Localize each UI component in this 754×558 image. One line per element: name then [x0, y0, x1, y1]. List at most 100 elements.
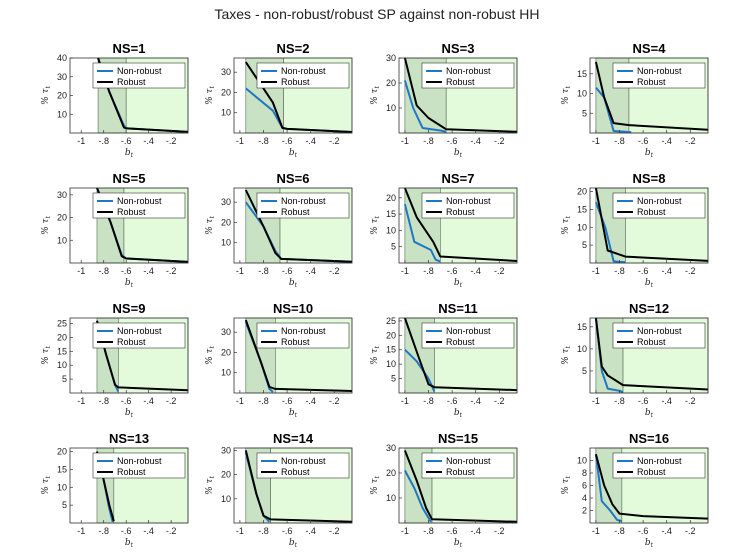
x-tick-label: -.4: [470, 526, 481, 536]
legend-box: [256, 322, 350, 349]
x-tick-label: -1: [236, 396, 244, 406]
x-axis-label: bt: [454, 538, 463, 549]
x-tick-label: -.8: [614, 266, 625, 276]
y-tick-label: 25: [57, 319, 67, 329]
y-tick-label: 10: [577, 456, 587, 466]
series-robust: [403, 450, 517, 523]
y-tick-label: 20: [57, 332, 67, 342]
y-axis-label: % τt: [41, 86, 52, 105]
legend-box: [612, 322, 706, 349]
series-robust: [594, 454, 708, 520]
x-tick-label: -1: [592, 396, 600, 406]
axes-box: [233, 317, 353, 394]
x-axis-label: bt: [289, 278, 298, 289]
y-tick-label: 15: [577, 322, 587, 332]
x-tick-label: -.8: [98, 526, 109, 536]
plot-lines: [403, 58, 517, 133]
legend-label: Non-robust: [637, 326, 682, 336]
x-tick-label: -.8: [423, 396, 434, 406]
x-tick-label: -.6: [447, 136, 458, 146]
y-axis-label: % τt: [370, 86, 381, 105]
x-tick-label: -.4: [661, 266, 672, 276]
y-axis-label: % τt: [561, 346, 572, 365]
y-tick-label: 15: [57, 464, 67, 474]
subplot-title: NS=4: [633, 41, 667, 56]
y-tick-label: 20: [221, 347, 231, 357]
legend-label: Robust: [637, 207, 666, 217]
y-tick-label: 5: [62, 500, 67, 510]
y-tick-label: 5: [582, 366, 587, 376]
legend-box: [256, 192, 350, 219]
subplot-16: -1 -.8 -.6 -.4 -.2 2 4 6 8 10 NS=16 bt % τt Non-robus…: [561, 431, 709, 549]
legend-box: [92, 322, 186, 349]
legend-label: Robust: [637, 77, 666, 87]
y-tick-label: 20: [57, 213, 67, 223]
y-tick-label: 40: [57, 53, 67, 63]
x-axis-label: bt: [645, 408, 654, 419]
y-tick-label: 20: [386, 78, 396, 88]
subplot-title: NS=5: [113, 171, 146, 186]
y-tick-label: 10: [386, 493, 396, 503]
legend-box: [256, 452, 350, 479]
legend-label: Non-robust: [117, 196, 162, 206]
legend-label: Non-robust: [281, 326, 326, 336]
x-tick-label: -.2: [329, 136, 340, 146]
legend-box: [612, 452, 706, 479]
legend-label: Robust: [117, 337, 146, 347]
axes-box: [398, 317, 518, 394]
x-tick-label: -.4: [305, 136, 316, 146]
subplot-title: NS=14: [273, 431, 314, 446]
legend-label: Non-robust: [446, 66, 491, 76]
x-tick-label: -.6: [282, 266, 293, 276]
y-axis-label: % τt: [370, 476, 381, 495]
subplot-9: -1 -.8 -.6 -.4 -.2 5 10 15 20 25 NS=9 bt % τt Non-rob…: [41, 301, 189, 419]
x-tick-label: -.6: [121, 136, 132, 146]
x-tick-label: -.8: [614, 136, 625, 146]
y-tick-label: 20: [386, 330, 396, 340]
subplot-6: -1 -.8 -.6 -.4 -.2 10 20 30 NS=6 bt % τt Non-robust…: [205, 171, 353, 289]
x-tick-label: -.4: [661, 396, 672, 406]
y-tick-label: 10: [57, 482, 67, 492]
x-tick-label: -.2: [166, 266, 177, 276]
y-tick-label: 15: [386, 345, 396, 355]
y-axis-label: % τt: [561, 216, 572, 235]
x-tick-label: -.2: [494, 526, 505, 536]
axes-box: [69, 187, 189, 264]
legend-label: Robust: [117, 467, 146, 477]
x-tick-label: -.6: [121, 526, 132, 536]
x-tick-label: -.8: [98, 396, 109, 406]
plot-lines: [244, 319, 352, 393]
legend-box: [421, 452, 515, 479]
series-robust: [594, 188, 708, 262]
y-tick-label: 30: [386, 443, 396, 453]
x-tick-label: -.2: [166, 136, 177, 146]
subplot-5: -1 -.8 -.6 -.4 -.2 10 20 30 NS=5 bt % τt Non-robust…: [41, 171, 189, 289]
x-tick-label: -.2: [494, 136, 505, 146]
x-tick-label: -.2: [329, 526, 340, 536]
subplot-1: -1 -.8 -.6 -.4 -.2 10 20 30 40 NS=1 bt % τt Non-robu…: [41, 41, 189, 159]
y-tick-label: 10: [386, 225, 396, 235]
x-tick-label: -1: [401, 526, 409, 536]
series-robust: [244, 319, 352, 392]
y-tick-label: 5: [582, 240, 587, 250]
y-tick-label: 30: [221, 67, 231, 77]
legend-label: Robust: [446, 207, 475, 217]
x-tick-label: -1: [401, 136, 409, 146]
axes-box: [69, 447, 189, 524]
x-tick-label: -1: [236, 526, 244, 536]
series-robust: [403, 58, 517, 133]
y-tick-label: 10: [221, 494, 231, 504]
y-tick-label: 10: [57, 109, 67, 119]
y-tick-label: 20: [386, 193, 396, 203]
x-tick-label: -.4: [661, 136, 672, 146]
legend-box: [92, 62, 186, 89]
y-tick-label: 30: [221, 197, 231, 207]
subplot-13: -1 -.8 -.6 -.4 -.2 5 10 15 20 NS=13 bt % τt Non-robu…: [41, 431, 189, 549]
y-tick-label: 15: [57, 346, 67, 356]
x-tick-label: -.6: [447, 396, 458, 406]
subplot-title: NS=11: [438, 301, 477, 316]
